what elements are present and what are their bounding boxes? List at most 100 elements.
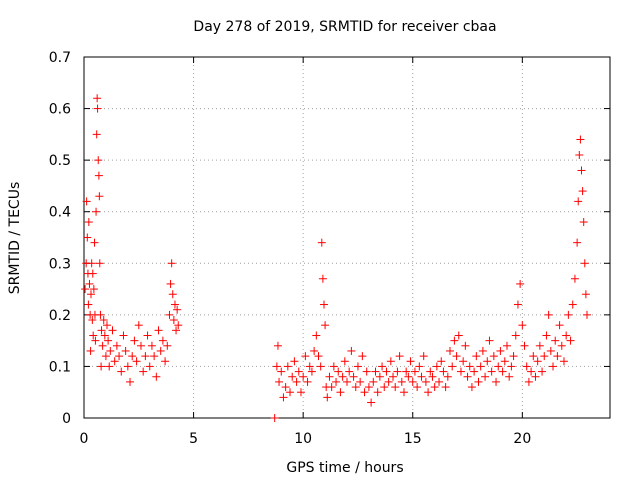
data-point: [272, 362, 281, 371]
data-point: [172, 326, 181, 335]
data-point: [174, 321, 183, 330]
data-point: [551, 336, 560, 345]
data-point: [292, 377, 301, 386]
data-point: [353, 362, 362, 371]
x-tick-label: 10: [294, 431, 312, 447]
data-point: [173, 305, 182, 314]
data-point: [154, 326, 163, 335]
data-point: [351, 383, 360, 392]
data-point: [500, 357, 509, 366]
data-point: [459, 357, 468, 366]
data-point: [516, 279, 525, 288]
data-point: [301, 352, 310, 361]
data-point: [367, 398, 376, 407]
x-tick-labels: 0 5 10 15 20: [80, 431, 532, 447]
data-point: [467, 383, 476, 392]
data-point: [121, 346, 130, 355]
data-point: [170, 300, 179, 309]
data-point: [373, 388, 382, 397]
data-point: [472, 352, 481, 361]
data-point: [93, 104, 102, 113]
data-point: [290, 357, 299, 366]
data-point: [318, 274, 327, 283]
data-point: [270, 414, 279, 422]
data-point: [97, 362, 106, 371]
data-point: [570, 274, 579, 283]
data-point: [557, 341, 566, 350]
data-point: [575, 150, 584, 159]
data-point: [426, 367, 435, 376]
data-point: [94, 156, 103, 165]
data-point: [91, 336, 100, 345]
data-point: [441, 383, 450, 392]
data-point: [524, 377, 533, 386]
data-point: [404, 372, 413, 381]
data-point: [277, 367, 286, 376]
data-point: [386, 357, 395, 366]
data-point: [474, 377, 483, 386]
data-point: [419, 352, 428, 361]
data-point: [321, 321, 330, 330]
data-point: [95, 192, 104, 201]
data-point: [533, 357, 542, 366]
data-point: [364, 383, 373, 392]
data-point: [576, 135, 585, 144]
data-point: [286, 388, 295, 397]
data-point: [578, 187, 587, 196]
data-points: [81, 94, 591, 422]
data-point: [156, 346, 165, 355]
data-point: [380, 383, 389, 392]
data-point: [579, 218, 588, 227]
data-point: [544, 310, 553, 319]
data-point: [112, 341, 121, 350]
data-point: [511, 331, 520, 340]
data-point: [415, 362, 424, 371]
data-point: [115, 352, 124, 361]
data-point: [522, 362, 531, 371]
data-point: [288, 372, 297, 381]
data-point: [163, 341, 172, 350]
data-point: [406, 357, 415, 366]
data-point: [531, 372, 540, 381]
data-point: [410, 367, 419, 376]
data-point: [294, 367, 303, 376]
data-point: [399, 388, 408, 397]
data-point: [165, 310, 174, 319]
data-point: [562, 331, 571, 340]
data-point: [96, 310, 105, 319]
data-point: [305, 362, 314, 371]
data-point: [166, 279, 175, 288]
data-point: [101, 352, 110, 361]
data-point: [478, 346, 487, 355]
data-point: [513, 300, 522, 309]
data-point: [310, 346, 319, 355]
x-tick-label: 15: [404, 431, 422, 447]
data-point: [316, 362, 325, 371]
data-point: [93, 94, 102, 103]
data-point: [421, 377, 430, 386]
data-point: [529, 352, 538, 361]
data-point: [502, 341, 511, 350]
data-point: [84, 300, 93, 309]
data-point: [128, 352, 137, 361]
grid: [84, 57, 610, 418]
data-point: [307, 367, 316, 376]
data-point: [358, 352, 367, 361]
data-point: [317, 238, 326, 247]
data-point: [465, 362, 474, 371]
data-point: [553, 352, 562, 361]
data-point: [417, 372, 426, 381]
data-point: [375, 372, 384, 381]
y-tick-labels: 0 0.1 0.2 0.3 0.4 0.5 0.6 0.7: [49, 50, 71, 427]
data-point: [485, 336, 494, 345]
data-point: [566, 336, 575, 345]
chart-title: Day 278 of 2019, SRMTID for receiver cba…: [193, 19, 496, 35]
data-point: [402, 367, 411, 376]
x-tick-label: 20: [513, 431, 531, 447]
data-point: [281, 383, 290, 392]
data-point: [520, 341, 529, 350]
y-tick-label: 0: [62, 411, 71, 427]
data-point: [84, 218, 93, 227]
data-point: [126, 377, 135, 386]
data-point: [314, 352, 323, 361]
